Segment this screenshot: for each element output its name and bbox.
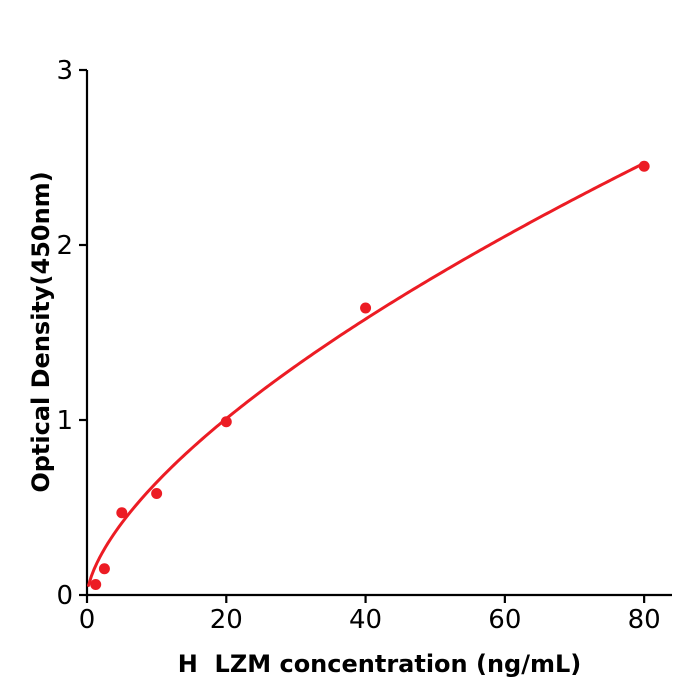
x-axis-tick-label: 60 [488, 605, 521, 635]
data-point [220, 416, 232, 428]
fit-curve [87, 161, 646, 587]
data-point [90, 579, 102, 590]
y-axis-label: Optical Density(450nm) [27, 171, 55, 493]
data-point [98, 563, 110, 575]
x-axis-tick-label: 40 [349, 605, 382, 635]
y-axis-tick-label: 2 [56, 231, 73, 261]
x-axis-label: H LZM concentration (ng/mL) [177, 650, 582, 678]
x-axis-tick-label: 80 [628, 605, 661, 635]
x-axis-tick-label: 20 [210, 605, 243, 635]
data-point [638, 160, 650, 172]
axes-spines [85, 70, 672, 597]
x-axis-tick-label: 0 [79, 605, 96, 635]
y-axis-tick-label: 0 [56, 581, 73, 611]
data-point [360, 302, 372, 314]
y-axis-tick-label: 3 [56, 56, 73, 86]
y-axis-tick-label: 1 [56, 406, 73, 436]
data-point [151, 488, 163, 499]
data-point [116, 507, 128, 519]
